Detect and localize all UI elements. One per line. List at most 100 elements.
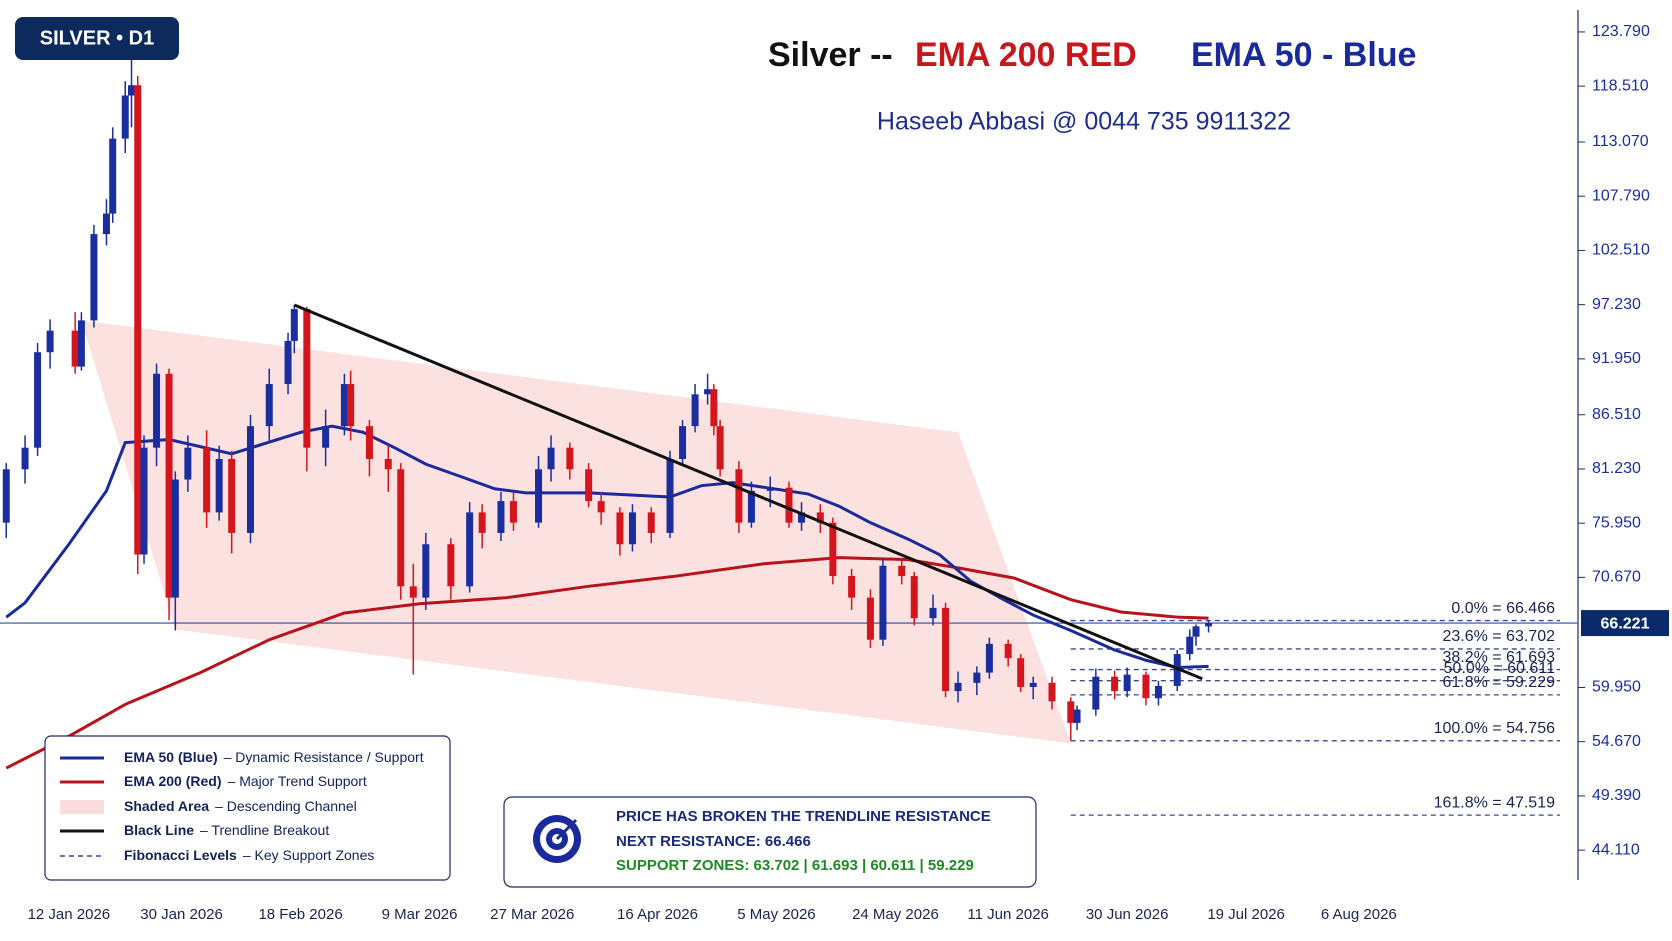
y-tick-label: 113.070 — [1592, 133, 1649, 150]
candle-body — [184, 447, 192, 480]
candle-body — [1186, 636, 1194, 655]
candle-body — [1154, 685, 1162, 699]
candle-body — [1004, 643, 1012, 659]
y-tick-label: 86.510 — [1592, 406, 1641, 423]
y-tick-label: 123.790 — [1592, 23, 1650, 40]
candle-body — [340, 384, 348, 427]
candle-body — [140, 447, 148, 555]
legend-description: – Dynamic Resistance / Support — [224, 749, 424, 765]
candle-body — [710, 389, 718, 427]
fib-label: 161.8% = 47.519 — [1434, 794, 1556, 811]
candle-body — [303, 309, 311, 448]
fib-label: 61.8% = 59.229 — [1442, 674, 1555, 691]
subtitle: Haseeb Abbasi @ 0044 735 9911322 — [877, 108, 1291, 136]
candle-body — [816, 512, 824, 523]
plot-area: 123.790 118.510 113.070 107.790 102.510 97.23… — [0, 10, 1669, 923]
candle-body — [2, 469, 10, 523]
candle-body — [866, 597, 874, 640]
price-label-box — [1581, 610, 1669, 637]
x-tick-label: 11 Jun 2026 — [967, 906, 1048, 923]
candle-body — [21, 447, 29, 470]
candle-body — [679, 426, 687, 459]
y-tick-label: 118.510 — [1592, 77, 1649, 94]
candle-body — [829, 522, 837, 577]
fib-label: 38.2% = 61.693 — [1442, 649, 1555, 666]
x-tick-label: 30 Jan 2026 — [140, 906, 223, 923]
y-tick-label: 81.230 — [1592, 460, 1641, 477]
candle-body — [284, 340, 292, 385]
candle-body — [1123, 674, 1131, 692]
candle-body — [785, 487, 793, 523]
legend-label: Fibonacci Levels — [124, 847, 237, 863]
candle-body — [265, 384, 273, 427]
candle-body — [535, 469, 543, 523]
y-tick-label: 97.230 — [1592, 296, 1641, 313]
legend-description: – Major Trend Support — [228, 773, 367, 789]
candle-body — [71, 330, 79, 367]
fib-label: 23.6% = 63.702 — [1442, 628, 1555, 645]
x-tick-label: 19 Jul 2026 — [1207, 906, 1285, 923]
candle-body — [1067, 701, 1075, 723]
candle-body — [1092, 676, 1100, 710]
candle-body — [102, 213, 110, 235]
y-tick-label: 49.390 — [1592, 787, 1641, 804]
x-tick-label: 16 Apr 2026 — [617, 906, 698, 923]
candle-body — [942, 607, 950, 692]
y-tick-label: 75.950 — [1592, 514, 1641, 531]
candle-body — [77, 320, 85, 367]
candle-body — [597, 501, 605, 513]
x-tick-label: 12 Jan 2026 — [28, 906, 111, 923]
candle-body — [1142, 674, 1150, 699]
legend-label: Shaded Area — [124, 798, 209, 814]
candle-body — [898, 565, 906, 577]
legend-entry: Shaded Area – Descending Channel — [124, 798, 357, 814]
candle-body — [1017, 658, 1025, 687]
legend-description: – Descending Channel — [215, 798, 357, 814]
candle-body — [704, 389, 712, 395]
candle-body — [879, 565, 887, 640]
candle-body — [585, 469, 593, 502]
candle-body — [478, 512, 486, 533]
legend-entry: Black Line – Trendline Breakout — [124, 822, 329, 838]
title-part: Silver -- — [768, 36, 893, 74]
candle-body — [1192, 626, 1200, 637]
badge-box — [15, 17, 179, 60]
fib-label: 100.0% = 54.756 — [1434, 720, 1556, 737]
candle-body — [628, 512, 636, 545]
annotation: SUPPORT ZONES: 63.702 | 61.693 | 60.611 … — [616, 857, 974, 874]
target-icon — [533, 815, 581, 863]
legend-swatch — [60, 800, 104, 814]
candle-body — [34, 352, 42, 448]
x-tick-label: 6 Aug 2026 — [1321, 906, 1397, 923]
candle-body — [347, 384, 355, 427]
annotation: PRICE HAS BROKEN THE TRENDLINE RESISTANC… — [616, 808, 991, 825]
candle-body — [1111, 676, 1119, 692]
trendline — [293, 303, 1203, 681]
candle-body — [747, 490, 755, 523]
candle-body — [848, 576, 856, 598]
candle-body — [466, 512, 474, 587]
candle-body — [447, 544, 455, 587]
candle-body — [153, 373, 161, 448]
candle-body — [203, 447, 211, 513]
y-tick-label: 54.670 — [1592, 733, 1641, 750]
x-tick-label: 9 Mar 2026 — [382, 906, 458, 923]
x-tick-label: 24 May 2026 — [852, 906, 939, 923]
badge: SILVER • D1 — [40, 27, 154, 49]
candle-body — [409, 586, 417, 598]
candle-body — [121, 95, 129, 139]
candle-body — [365, 426, 373, 459]
y-tick-label: 107.790 — [1592, 187, 1650, 204]
candle-body — [228, 458, 236, 533]
legend-label: EMA 200 (Red) — [124, 773, 222, 789]
candle-body — [165, 373, 173, 598]
candle-body — [766, 487, 774, 491]
candle-body — [1073, 709, 1081, 723]
candle-body — [910, 576, 918, 619]
candle-body — [322, 426, 330, 448]
x-tick-label: 30 Jun 2026 — [1086, 906, 1169, 923]
candle-body — [1205, 623, 1213, 627]
candle-body — [716, 426, 724, 470]
legend-description: – Key Support Zones — [243, 847, 375, 863]
